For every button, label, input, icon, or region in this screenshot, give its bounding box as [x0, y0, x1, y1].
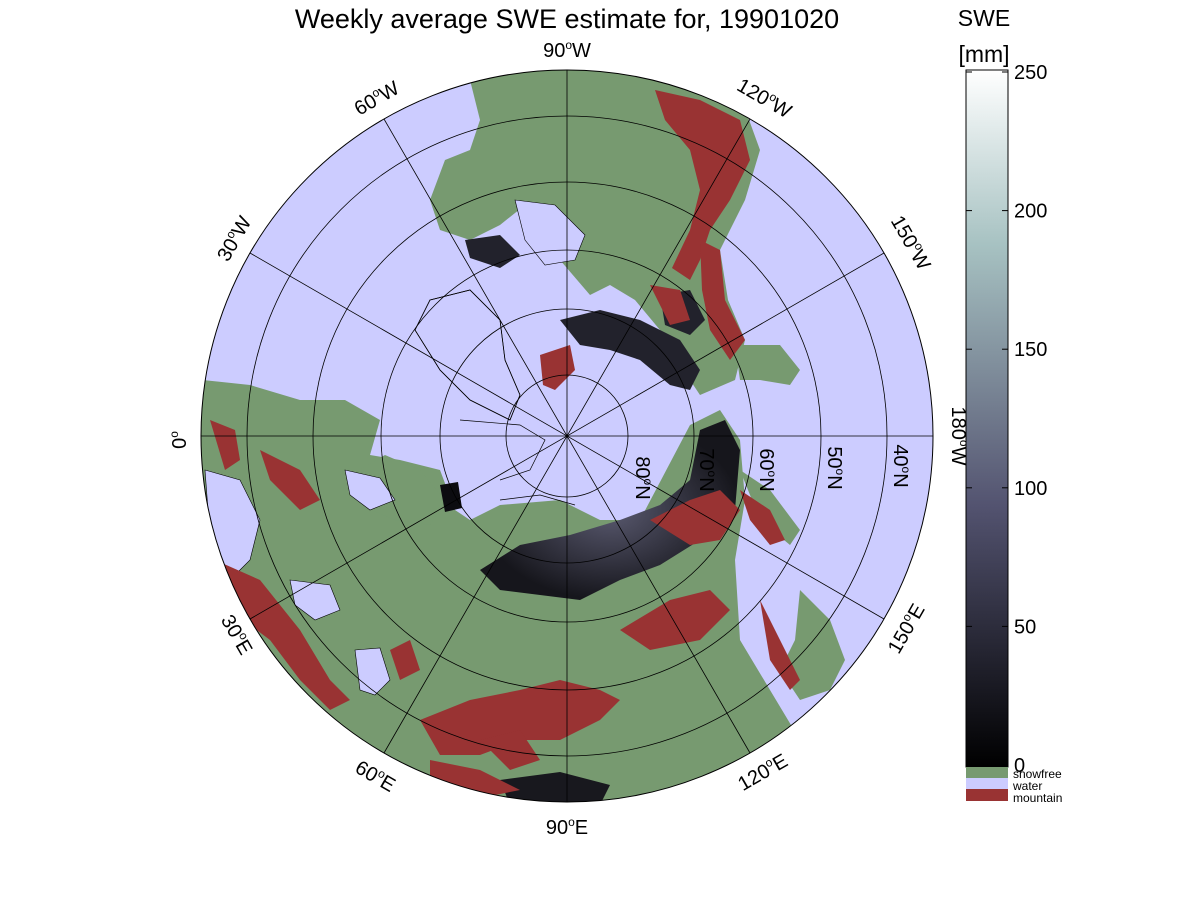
colorbar-tick-label-250: 250 — [1014, 62, 1047, 84]
coastlines — [414, 289, 576, 506]
meridian-150w-30e — [249, 252, 885, 620]
label-80n: 80oN — [631, 456, 655, 499]
colorbar-tick-label-200: 200 — [1014, 201, 1047, 223]
snow-tibet — [500, 772, 610, 802]
legend-label-mountain: mountain — [1013, 791, 1062, 805]
chart-title: Weekly average SWE estimate for, 1990102… — [295, 4, 839, 34]
snow-canada — [560, 310, 700, 390]
colorbar-ticks: 0 50 100 150 200 250 — [966, 62, 1047, 777]
water-hudson-bay — [514, 199, 586, 266]
legend-swatch-water — [966, 778, 1008, 789]
snow-ural — [440, 482, 462, 512]
map-border — [200, 69, 934, 803]
label-0: 0o — [167, 431, 191, 449]
label-60e: 60oE — [351, 755, 400, 797]
water-baltic — [344, 469, 396, 511]
land-alaska — [735, 345, 800, 385]
water-black-sea — [289, 579, 341, 621]
legend-swatch-mountain — [966, 789, 1008, 801]
label-70n: 70oN — [695, 448, 719, 491]
label-40n: 40oN — [889, 444, 913, 487]
land-kamchatka — [740, 470, 800, 545]
colorbar-title: SWE — [958, 5, 1010, 31]
colorbar-unit: [mm] — [958, 41, 1009, 67]
colorbar-tick-label-0: 0 — [1014, 755, 1025, 777]
label-90e: 90oE — [546, 815, 588, 839]
polar-map — [200, 69, 934, 803]
label-50n: 50oN — [823, 446, 847, 489]
label-60n: 60oN — [755, 448, 779, 491]
label-150w: 150oW — [886, 211, 936, 274]
label-180w: 180oW — [947, 407, 971, 466]
colorbar-tick-label-50: 50 — [1014, 616, 1036, 638]
legend-label-snowfree: snowfree — [1013, 767, 1062, 781]
label-90w: 90oW — [543, 38, 591, 62]
parallel-labels: 80oN 70oN 60oN 50oN 40oN — [631, 444, 913, 499]
colorbar-tick-label-100: 100 — [1014, 478, 1047, 500]
snow-greenland-edge — [465, 235, 520, 268]
colorbar-scale — [965, 69, 1009, 768]
colorbar-tick-label-150: 150 — [1014, 339, 1047, 361]
snow-siberia — [480, 420, 740, 600]
land-layer — [201, 70, 845, 802]
legend-label-water: water — [1012, 779, 1042, 793]
graticule — [201, 70, 933, 802]
legend-swatch-snowfree — [966, 767, 1008, 778]
